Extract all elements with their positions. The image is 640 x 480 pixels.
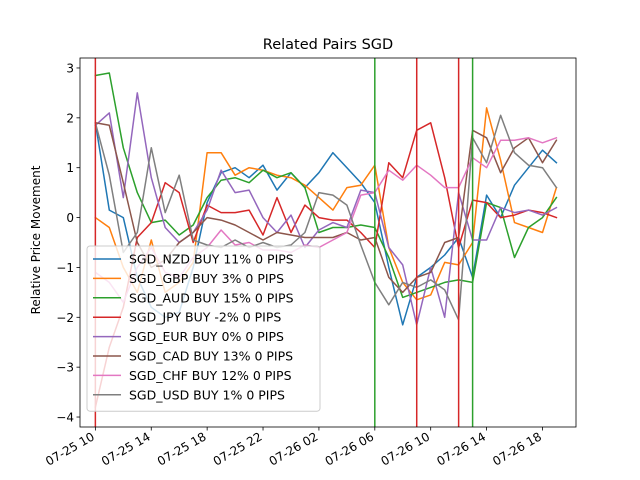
y-tick-label: −4 bbox=[56, 411, 74, 425]
y-tick-label: 0 bbox=[66, 211, 74, 225]
legend-entry-label: SGD_CHF BUY 12% 0 PIPS bbox=[129, 368, 292, 383]
y-tick-label: 3 bbox=[66, 61, 74, 75]
legend-entry-label: SGD_USD BUY 1% 0 PIPS bbox=[129, 387, 285, 402]
legend-entry-label: SGD_JPY BUY -2% 0 PIPS bbox=[129, 310, 281, 325]
y-axis-label: Relative Price Movement bbox=[29, 165, 43, 314]
legend-entry-label: SGD_NZD BUY 11% 0 PIPS bbox=[129, 252, 294, 267]
series-line-5 bbox=[94, 92, 558, 326]
series-line-4 bbox=[94, 122, 558, 409]
y-tick-label: −2 bbox=[56, 311, 74, 325]
legend-box bbox=[86, 245, 321, 412]
y-tick-label: −3 bbox=[56, 361, 74, 375]
y-tick-label: 2 bbox=[66, 111, 74, 125]
legend: SGD_NZD BUY 11% 0 PIPS SGD_GBP BUY 3% 0 P… bbox=[86, 245, 321, 412]
plot-area bbox=[94, 58, 558, 427]
series-line-3 bbox=[94, 72, 558, 299]
axes-frame bbox=[79, 57, 577, 428]
legend-entry-label: SGD_EUR BUY 0% 0 PIPS bbox=[129, 329, 284, 344]
series-line-8 bbox=[94, 114, 558, 321]
y-tick-label: −1 bbox=[56, 261, 74, 275]
y-tick-label: 1 bbox=[66, 161, 74, 175]
legend-entry-label: SGD_CAD BUY 13% 0 PIPS bbox=[129, 349, 293, 364]
legend-entry-label: SGD_AUD BUY 15% 0 PIPS bbox=[129, 290, 294, 305]
legend-entry-label: SGD_GBP BUY 3% 0 PIPS bbox=[129, 271, 284, 286]
chart-title: Related Pairs SGD bbox=[263, 37, 393, 53]
